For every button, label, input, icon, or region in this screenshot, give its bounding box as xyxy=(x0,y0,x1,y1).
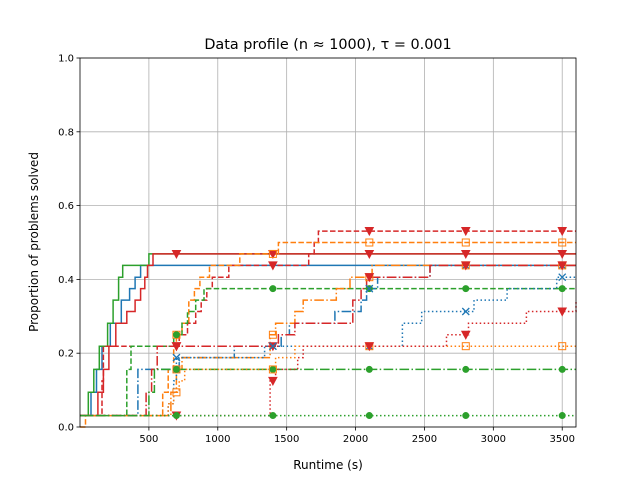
series-marker-circle xyxy=(172,331,180,339)
series-marker-circle xyxy=(462,365,470,373)
series-marker-x xyxy=(268,342,277,351)
series-marker-x xyxy=(172,353,181,362)
series-line-green-dashdot xyxy=(80,368,576,417)
series-marker-square xyxy=(461,238,470,247)
series-marker-triangle xyxy=(171,342,182,352)
y-tick-label: 0.0 xyxy=(58,423,74,434)
series-marker-triangle xyxy=(557,249,568,260)
series-marker-circle xyxy=(462,412,470,420)
x-tick-label: 2500 xyxy=(412,434,437,445)
series-marker-triangle xyxy=(364,342,375,352)
y-axis-label: Proportion of problems solved xyxy=(27,152,41,332)
series-marker-square xyxy=(172,388,181,397)
series-marker-circle xyxy=(269,365,277,373)
series-marker-triangle xyxy=(268,261,278,271)
series-line-green-solid xyxy=(80,253,576,417)
series-marker-triangle xyxy=(171,249,182,260)
series-marker-circle xyxy=(462,285,470,293)
series-marker-square xyxy=(461,342,470,351)
series-marker-triangle xyxy=(460,330,471,340)
y-tick-label: 0.2 xyxy=(58,349,74,360)
series-marker-triangle xyxy=(268,376,278,386)
series-marker-triangle xyxy=(460,249,471,260)
y-tick-label: 0.4 xyxy=(58,275,74,286)
series-marker-circle xyxy=(558,285,566,293)
series-markers xyxy=(171,227,568,421)
series-marker-square xyxy=(365,238,374,247)
chart-title: Data profile (n ≈ 1000), τ = 0.001 xyxy=(204,37,451,53)
y-tick-label: 0.6 xyxy=(58,201,74,212)
series-marker-triangle xyxy=(557,261,568,271)
series-marker-circle xyxy=(558,365,566,373)
series-marker-circle xyxy=(269,285,277,293)
x-tick-label: 3500 xyxy=(549,434,574,445)
series-marker-triangle xyxy=(460,227,471,237)
series-marker-square xyxy=(268,330,277,339)
series-marker-triangle xyxy=(557,227,568,237)
x-tick-label: 2000 xyxy=(343,434,368,445)
series-marker-square xyxy=(268,249,277,258)
series-line-red-dashed xyxy=(80,230,576,417)
y-tick-label: 1.0 xyxy=(58,54,74,65)
series-line-orange-dashdot xyxy=(80,264,576,417)
series-marker-x xyxy=(365,284,374,293)
y-tick-label: 0.8 xyxy=(58,127,74,138)
series-line-red-dashdot xyxy=(80,264,576,417)
series-marker-square xyxy=(268,365,277,374)
x-tick-label: 500 xyxy=(139,434,158,445)
series-marker-circle xyxy=(558,412,566,420)
series-marker-circle xyxy=(365,412,373,420)
series-marker-square xyxy=(558,342,567,351)
series-marker-triangle xyxy=(364,273,375,283)
x-axis-label: Runtime (s) xyxy=(293,458,363,472)
series-marker-triangle xyxy=(364,227,375,237)
series-marker-x xyxy=(461,307,470,316)
x-tick-label: 3000 xyxy=(481,434,506,445)
x-tick-label: 1500 xyxy=(274,434,299,445)
series-marker-circle xyxy=(172,412,180,420)
series-line-orange-dotted xyxy=(80,345,576,417)
axis-ticks: 500 1000 1500 2000 2500 3000 3500 0.0 0.2 0.4 0.6 0… xyxy=(58,54,575,446)
series-marker-triangle xyxy=(460,261,471,271)
series-marker-circle xyxy=(269,412,277,420)
series-marker-triangle xyxy=(364,249,375,260)
series-marker-circle xyxy=(365,365,373,373)
series-line-red-solid xyxy=(80,253,576,417)
series-marker-circle xyxy=(172,365,180,373)
series-marker-square xyxy=(558,238,567,247)
series-marker-x xyxy=(558,273,567,282)
series-marker-triangle xyxy=(557,307,568,317)
plot-frame xyxy=(79,57,577,428)
x-tick-label: 1000 xyxy=(205,434,230,445)
